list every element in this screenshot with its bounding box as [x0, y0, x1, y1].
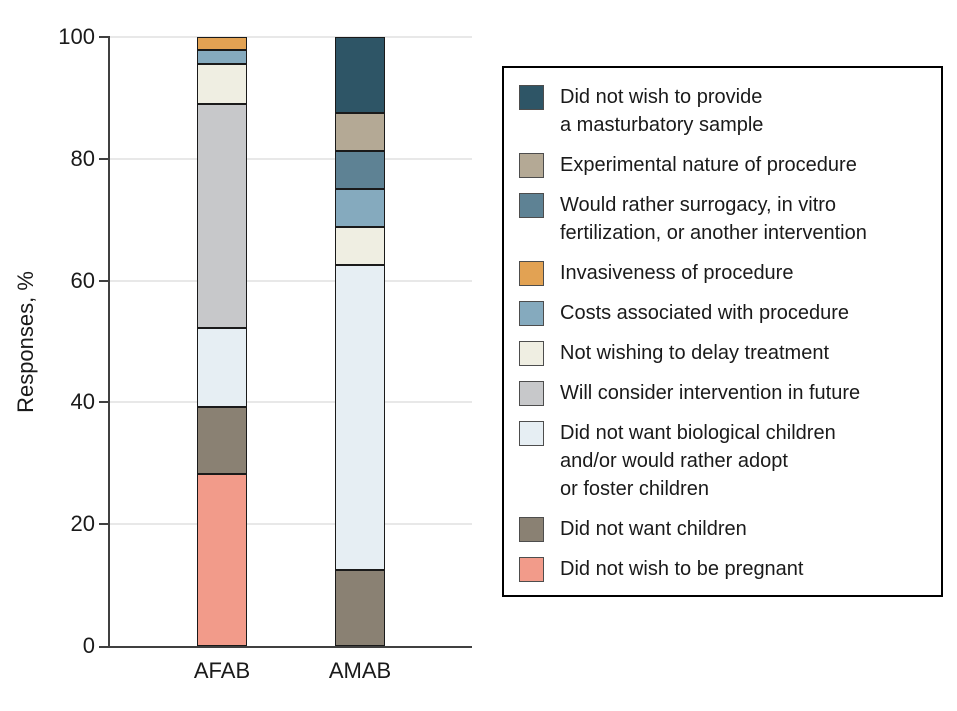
- x-category-label-amab: AMAB: [328, 658, 392, 683]
- bar-segment: [335, 189, 385, 228]
- gridline-100: [110, 36, 472, 38]
- legend-swatch-icon: [519, 261, 544, 286]
- gridline-60: [110, 279, 472, 282]
- legend-item-label: Did not wish to be pregnant: [560, 558, 804, 580]
- bar-segment: [197, 103, 247, 329]
- gridline-80: [110, 157, 472, 160]
- legend-item: Will consider intervention in future: [519, 379, 935, 407]
- bar-segment: [197, 407, 247, 475]
- legend-swatch-icon: [519, 381, 544, 406]
- legend-swatch-icon: [519, 153, 544, 178]
- gridline-20: [110, 523, 472, 526]
- legend-item: Did not wish to provide a masturbatory s…: [519, 83, 935, 139]
- legend-item: Experimental nature of procedure: [519, 151, 935, 179]
- bar-segment: [335, 151, 385, 190]
- y-tick-20: [99, 523, 108, 526]
- x-axis-line: [99, 646, 472, 648]
- x-category-label-afab: AFAB: [193, 658, 251, 683]
- legend-swatch-icon: [519, 341, 544, 366]
- legend-item-label: Costs associated with procedure: [560, 302, 850, 324]
- legend-item: Did not want children: [519, 515, 935, 543]
- bar-segment: [335, 265, 385, 570]
- y-tick-40: [99, 401, 108, 404]
- gridline-40: [110, 401, 472, 404]
- bar-segment: [197, 50, 247, 64]
- y-tick-label-20: 20: [70, 511, 95, 537]
- bar-segment: [335, 37, 385, 114]
- legend-item-label: Did not wish to provide a masturbatory s…: [560, 86, 764, 136]
- bar-segment: [197, 474, 247, 646]
- legend-swatch-icon: [519, 557, 544, 582]
- y-tick-60: [99, 279, 108, 282]
- y-axis-line: [108, 36, 110, 647]
- bar-segment: [197, 63, 247, 104]
- legend-item-label: Invasiveness of procedure: [560, 262, 794, 284]
- legend-swatch-icon: [519, 517, 544, 542]
- legend-item: Invasiveness of procedure: [519, 259, 935, 287]
- y-tick-80: [99, 157, 108, 160]
- legend-item-label: Experimental nature of procedure: [560, 154, 857, 176]
- legend-swatch-icon: [519, 193, 544, 218]
- legend-item-label: Not wishing to delay treatment: [560, 342, 830, 364]
- legend-swatch-icon: [519, 421, 544, 446]
- bar-segment: [335, 569, 385, 646]
- legend-item: Costs associated with procedure: [519, 299, 935, 327]
- legend-item: Would rather surrogacy, in vitro fertili…: [519, 191, 935, 247]
- legend-item: Did not wish to be pregnant: [519, 555, 935, 583]
- y-tick-label-40: 40: [70, 389, 95, 415]
- legend-item-label: Would rather surrogacy, in vitro fertili…: [560, 194, 867, 244]
- y-tick-label-0: 0: [82, 633, 95, 658]
- legend: Did not wish to provide a masturbatory s…: [502, 66, 943, 597]
- legend-item: Did not want biological children and/or …: [519, 419, 935, 503]
- y-tick-label-100: 100: [58, 24, 95, 49]
- y-tick-label-60: 60: [70, 267, 95, 293]
- y-tick-100: [99, 36, 108, 38]
- bar-segment: [335, 113, 385, 152]
- bar-segment: [335, 227, 385, 266]
- legend-item-label: Will consider intervention in future: [560, 382, 861, 404]
- legend-item-label: Did not want children: [560, 518, 747, 540]
- legend-swatch-icon: [519, 85, 544, 110]
- bar-segment: [197, 37, 247, 51]
- y-tick-label-80: 80: [70, 145, 95, 171]
- legend-item: Not wishing to delay treatment: [519, 339, 935, 367]
- legend-swatch-icon: [519, 301, 544, 326]
- legend-item-label: Did not want biological children and/or …: [560, 422, 836, 500]
- bar-segment: [197, 328, 247, 408]
